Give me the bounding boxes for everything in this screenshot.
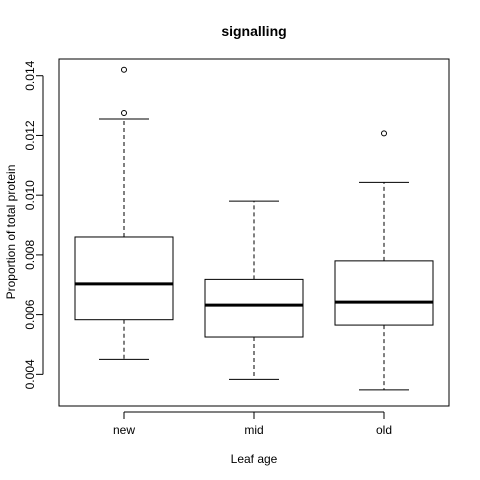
plot-frame bbox=[58, 58, 450, 407]
y-axis-label: Proportion of total protein bbox=[4, 165, 18, 300]
iqr-box bbox=[204, 278, 304, 338]
x-axis-label: Leaf age bbox=[231, 452, 278, 466]
box-new bbox=[74, 66, 174, 360]
y-tick-label: 0.006 bbox=[23, 299, 37, 329]
box-mid bbox=[204, 200, 304, 380]
x-tick-label-old: old bbox=[376, 423, 392, 437]
box-old bbox=[334, 130, 434, 391]
chart-title: signalling bbox=[221, 23, 286, 39]
y-tick-label: 0.008 bbox=[23, 240, 37, 270]
outlier-point bbox=[121, 66, 127, 73]
x-tick-label-mid: mid bbox=[244, 423, 263, 437]
outlier-point bbox=[121, 110, 127, 117]
x-axis: new mid old bbox=[113, 411, 392, 437]
boxes bbox=[74, 66, 434, 391]
iqr-box bbox=[334, 260, 434, 326]
y-tick-label: 0.014 bbox=[23, 60, 37, 90]
y-tick-label: 0.004 bbox=[23, 359, 37, 389]
iqr-box bbox=[74, 236, 174, 321]
y-tick-label: 0.010 bbox=[23, 180, 37, 210]
y-axis: 0.004 0.006 0.008 0.010 0.012 0.014 bbox=[23, 60, 44, 389]
outlier-point bbox=[381, 130, 387, 137]
x-tick-label-new: new bbox=[113, 423, 135, 437]
y-tick-label: 0.012 bbox=[23, 120, 37, 150]
